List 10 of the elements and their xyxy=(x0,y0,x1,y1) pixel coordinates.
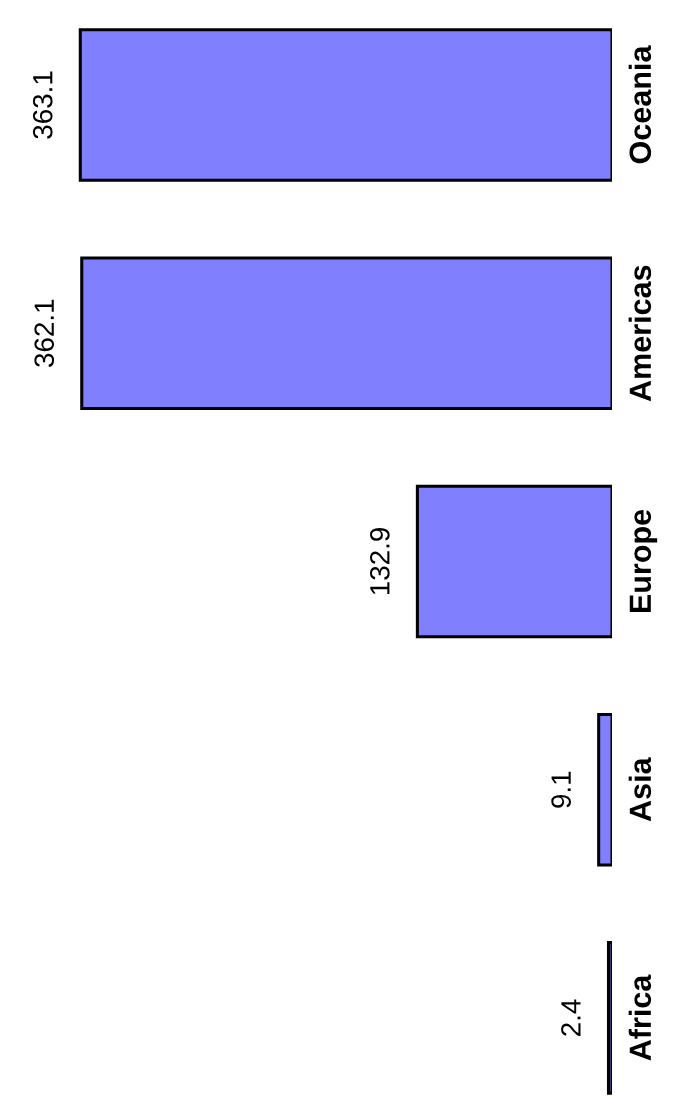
y-tick-label: Americas xyxy=(628,265,652,402)
data-label: 363.1 xyxy=(32,71,53,139)
y-tick-label: Oceania xyxy=(628,45,652,164)
data-label: 2.4 xyxy=(561,999,581,1036)
data-label: 362.1 xyxy=(34,299,55,367)
y-tick-label: Africa xyxy=(628,974,652,1061)
data-label: 132.9 xyxy=(370,528,390,595)
y-tick-label: Asia xyxy=(628,757,652,822)
y-tick-label: Europe xyxy=(629,509,658,613)
data-label: 9.1 xyxy=(551,771,571,808)
